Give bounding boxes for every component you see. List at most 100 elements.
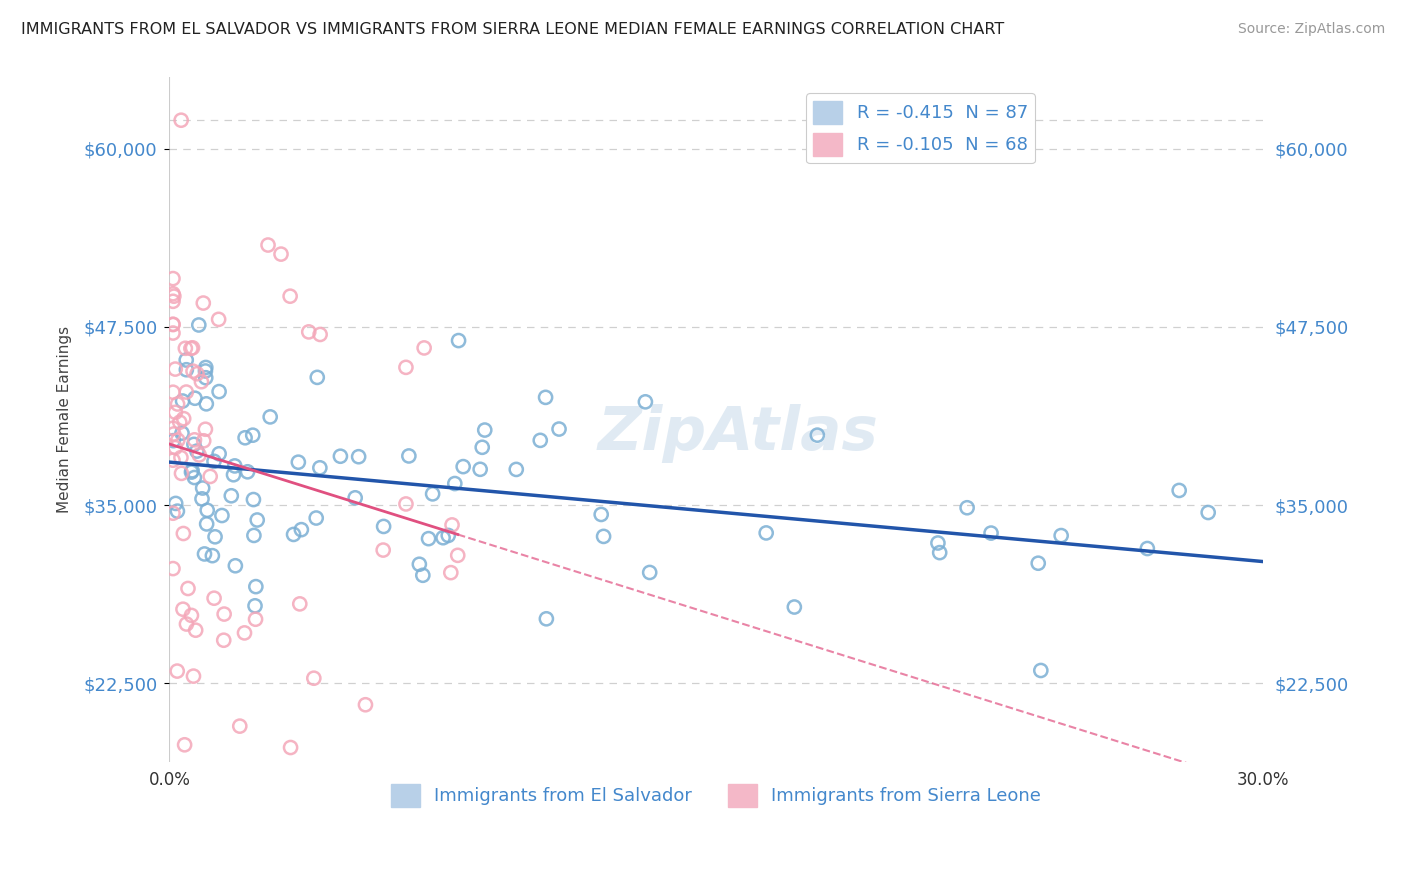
Point	[166, 664, 188, 678]
Point	[233, 626, 256, 640]
Point	[243, 528, 266, 542]
Point	[177, 582, 200, 596]
Point	[395, 360, 418, 375]
Point	[195, 397, 218, 411]
Point	[181, 341, 204, 355]
Point	[243, 599, 266, 613]
Point	[211, 508, 233, 523]
Point	[162, 286, 184, 301]
Point	[183, 433, 205, 447]
Point	[287, 455, 309, 469]
Point	[172, 526, 194, 541]
Point	[180, 608, 202, 623]
Point	[162, 434, 184, 448]
Point	[1029, 664, 1052, 678]
Point	[170, 113, 193, 128]
Point	[1136, 541, 1159, 556]
Point	[162, 453, 184, 467]
Point	[174, 353, 197, 368]
Point	[173, 411, 195, 425]
Point	[183, 470, 205, 484]
Point	[548, 422, 571, 436]
Point	[242, 428, 264, 442]
Point	[1197, 506, 1219, 520]
Point	[180, 342, 202, 356]
Point	[165, 405, 187, 419]
Point	[236, 465, 259, 479]
Point	[176, 385, 198, 400]
Point	[529, 434, 551, 448]
Point	[471, 440, 494, 454]
Point	[280, 740, 302, 755]
Point	[170, 467, 193, 481]
Point	[305, 511, 328, 525]
Text: IMMIGRANTS FROM EL SALVADOR VS IMMIGRANTS FROM SIERRA LEONE MEDIAN FEMALE EARNIN: IMMIGRANTS FROM EL SALVADOR VS IMMIGRANT…	[21, 22, 1004, 37]
Point	[242, 492, 264, 507]
Point	[194, 364, 217, 378]
Point	[187, 318, 209, 332]
Point	[233, 431, 256, 445]
Point	[278, 289, 301, 303]
Point	[413, 341, 436, 355]
Point	[193, 547, 215, 561]
Point	[418, 532, 440, 546]
Legend: Immigrants from El Salvador, Immigrants from Sierra Leone: Immigrants from El Salvador, Immigrants …	[384, 777, 1049, 814]
Point	[191, 491, 214, 506]
Point	[162, 318, 184, 332]
Point	[166, 433, 188, 447]
Point	[309, 460, 332, 475]
Point	[270, 247, 292, 261]
Point	[202, 591, 225, 606]
Point	[373, 543, 395, 558]
Point	[755, 525, 778, 540]
Point	[536, 612, 558, 626]
Point	[592, 529, 614, 543]
Point	[207, 312, 229, 326]
Point	[245, 580, 267, 594]
Point	[259, 409, 281, 424]
Point	[212, 633, 235, 648]
Point	[307, 370, 329, 384]
Point	[183, 669, 205, 683]
Point	[195, 516, 218, 531]
Point	[1168, 483, 1191, 498]
Point	[190, 375, 212, 389]
Point	[172, 394, 194, 409]
Point	[172, 602, 194, 616]
Point	[302, 671, 325, 685]
Point	[470, 462, 492, 476]
Point	[191, 481, 214, 495]
Point	[186, 367, 208, 381]
Point	[224, 458, 246, 473]
Point	[298, 325, 321, 339]
Point	[229, 719, 252, 733]
Point	[1050, 528, 1073, 542]
Point	[634, 394, 657, 409]
Point	[591, 508, 613, 522]
Point	[288, 597, 311, 611]
Point	[162, 271, 184, 285]
Point	[162, 421, 184, 435]
Point	[505, 462, 527, 476]
Point	[329, 449, 352, 463]
Point	[184, 391, 207, 405]
Point	[1026, 556, 1049, 570]
Point	[441, 517, 464, 532]
Text: Source: ZipAtlas.com: Source: ZipAtlas.com	[1237, 22, 1385, 37]
Point	[176, 362, 198, 376]
Point	[927, 536, 949, 550]
Text: ZipAtlas: ZipAtlas	[598, 404, 879, 463]
Point	[193, 296, 215, 310]
Point	[162, 385, 184, 400]
Point	[440, 566, 463, 580]
Point	[162, 506, 184, 520]
Point	[165, 441, 187, 455]
Point	[398, 449, 420, 463]
Point	[170, 426, 193, 441]
Point	[176, 617, 198, 632]
Point	[412, 568, 434, 582]
Point	[422, 487, 444, 501]
Point	[208, 447, 231, 461]
Point	[347, 450, 370, 464]
Point	[222, 467, 245, 482]
